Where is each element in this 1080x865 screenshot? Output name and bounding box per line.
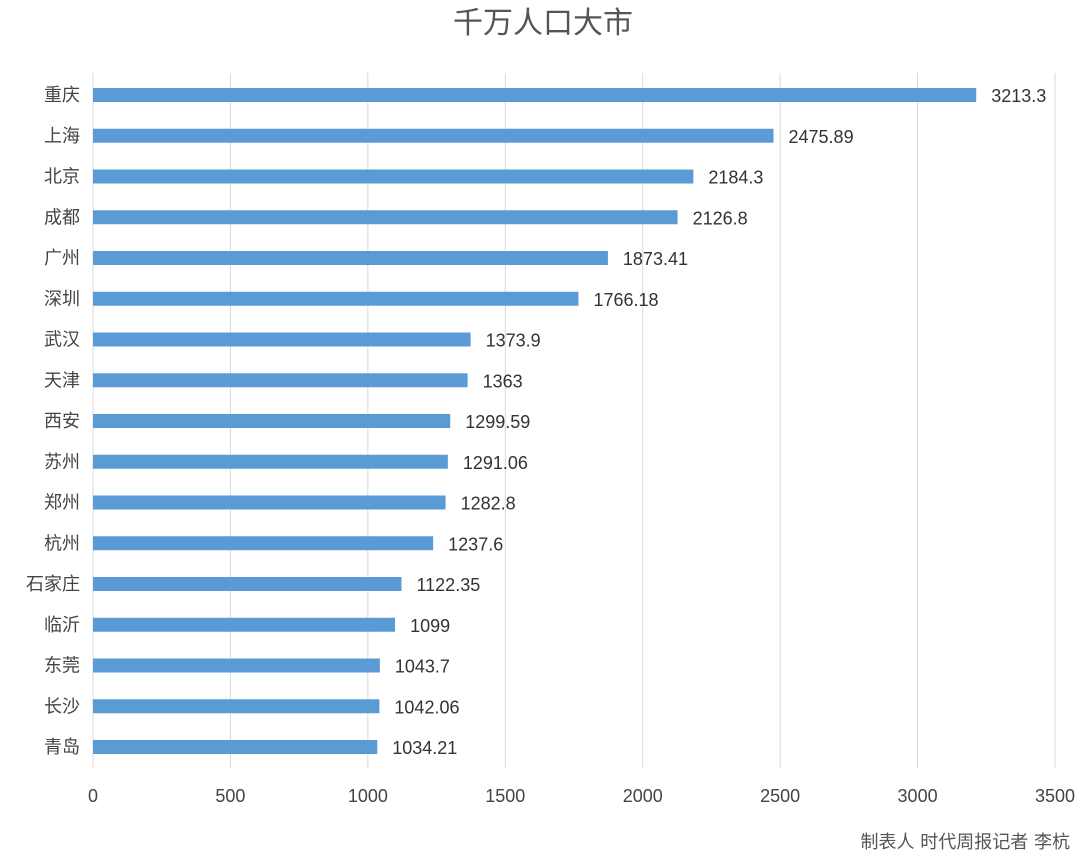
bar — [93, 495, 446, 510]
chart-title: 千万人口大市 — [453, 6, 633, 41]
x-tick-label: 2000 — [623, 786, 663, 806]
value-label: 2184.3 — [708, 168, 763, 188]
bar — [93, 128, 774, 143]
category-label: 青岛 — [44, 737, 80, 758]
x-tick-label: 500 — [215, 786, 245, 806]
category-label: 深圳 — [44, 289, 80, 310]
category-label: 东莞 — [44, 656, 80, 677]
bar — [93, 88, 977, 102]
x-tick-labels: 0 500 1000 1500 2000 2500 3000 3500 — [88, 786, 1075, 806]
credit-text: 制表人 时代周报记者 李杭 — [861, 832, 1070, 853]
value-label: 1237.6 — [448, 534, 503, 554]
value-label: 1873.41 — [623, 249, 688, 269]
value-label: 1363 — [483, 371, 523, 391]
value-label: 1099 — [410, 616, 450, 636]
bar — [93, 536, 434, 551]
bar — [93, 251, 608, 265]
bar — [93, 414, 451, 428]
bar — [93, 454, 448, 469]
value-label: 2475.89 — [789, 127, 854, 147]
bar — [93, 210, 678, 225]
x-tick-label: 3500 — [1035, 786, 1075, 806]
category-label: 长沙 — [44, 696, 80, 717]
value-label: 1034.21 — [392, 738, 457, 758]
value-label: 1766.18 — [593, 290, 658, 310]
category-label: 重庆 — [44, 85, 80, 106]
category-label: 广州 — [44, 248, 80, 269]
bars: 重庆 3213.3 上海 2475.89 北京 2184.3 成都 2126.8 广州 1873.… — [26, 85, 1046, 758]
x-tick-label: 1500 — [485, 786, 525, 806]
category-label: 杭州 — [44, 533, 80, 554]
category-label: 成都 — [44, 207, 80, 228]
category-label: 北京 — [44, 167, 80, 188]
bar — [93, 373, 468, 388]
value-label: 3213.3 — [991, 86, 1046, 106]
value-label: 1122.35 — [416, 575, 480, 595]
x-tick-label: 0 — [88, 786, 98, 806]
bar — [93, 658, 380, 673]
category-label: 西安 — [44, 411, 80, 432]
category-label: 苏州 — [44, 452, 80, 473]
bar — [93, 169, 694, 184]
value-label: 1282.8 — [461, 494, 516, 514]
value-label: 2126.8 — [693, 208, 748, 228]
x-tick-label: 3000 — [898, 786, 938, 806]
bar — [93, 291, 579, 306]
category-label: 郑州 — [44, 493, 80, 514]
x-tick-label: 2500 — [760, 786, 800, 806]
value-label: 1043.7 — [395, 657, 450, 677]
category-label: 武汉 — [44, 330, 80, 351]
category-label: 临沂 — [44, 615, 80, 636]
bar — [93, 332, 471, 347]
value-label: 1042.06 — [394, 697, 459, 717]
value-label: 1299.59 — [465, 412, 530, 432]
bar — [93, 699, 380, 714]
value-label: 1291.06 — [463, 453, 528, 473]
bar — [93, 740, 378, 754]
x-tick-label: 1000 — [348, 786, 388, 806]
bar — [93, 617, 396, 632]
category-label: 石家庄 — [26, 574, 80, 595]
category-label: 上海 — [44, 126, 80, 147]
bar — [93, 577, 402, 591]
value-label: 1373.9 — [486, 331, 541, 351]
category-label: 天津 — [44, 370, 80, 391]
